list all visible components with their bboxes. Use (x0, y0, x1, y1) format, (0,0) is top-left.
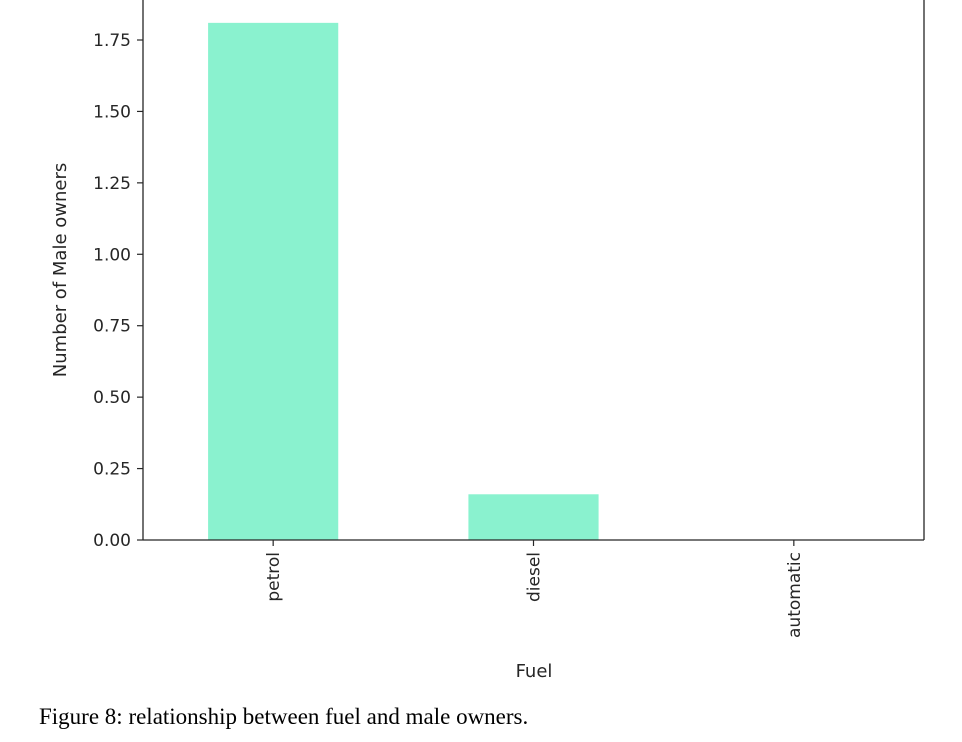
bar-diesel (468, 494, 599, 540)
y-tick-label: 1.25 (93, 174, 131, 194)
x-tick-label-automatic: automatic (785, 552, 805, 638)
y-axis-ticks: 0.00 0.25 0.50 0.75 1.00 1.25 1.50 1.75 (93, 31, 143, 551)
bars-group (208, 22, 599, 541)
y-tick-label: 0.00 (93, 531, 131, 551)
x-axis-ticks: petrol diesel automatic (264, 540, 805, 638)
x-tick-label-petrol: petrol (264, 552, 284, 602)
y-tick-label: 1.75 (93, 31, 131, 51)
y-tick-label: 0.75 (93, 317, 131, 337)
y-tick-label: 1.50 (93, 102, 131, 122)
bar-petrol (208, 22, 339, 541)
y-tick-label: 0.25 (93, 460, 131, 480)
y-tick-label: 0.50 (93, 388, 131, 408)
bar-chart: 0.00 0.25 0.50 0.75 1.00 1.25 1.50 1.75 petrol d… (50, 0, 925, 682)
x-axis-label: Fuel (516, 661, 553, 682)
x-tick-label-diesel: diesel (525, 552, 545, 602)
y-tick-label: 1.00 (93, 245, 131, 265)
y-axis-label: Number of Male owners (50, 163, 71, 377)
figure-caption: Figure 8: relationship between fuel and … (39, 704, 529, 729)
